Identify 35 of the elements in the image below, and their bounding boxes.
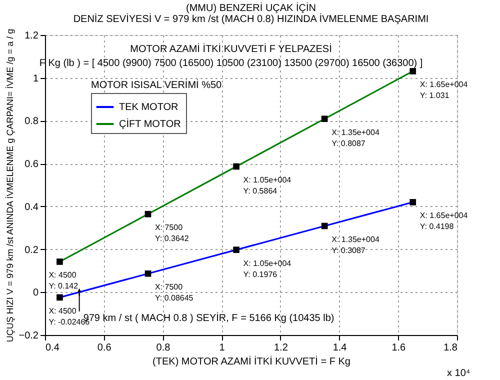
x-tick-label: 1.6	[392, 342, 406, 354]
annotation: MOTOR ISISAL VERİMİ %50	[91, 79, 222, 91]
x-tick-label: 1	[219, 342, 226, 354]
annotation: X: 7500 Y: 0.3642	[155, 223, 190, 244]
annotation: X: 1.05e+004 Y: 0.5864	[243, 175, 292, 196]
annotation: X: 7500 Y: 0.08645	[155, 282, 194, 303]
legend-label: ÇİFT MOTOR	[119, 118, 181, 130]
y-tick-label: 0	[32, 288, 39, 299]
annotation: X: 4500 Y: 0.142	[48, 270, 79, 291]
legend-label: TEK MOTOR	[119, 102, 178, 113]
chart-title: (MMU) BENZERİ UÇAK İÇİN	[186, 2, 316, 14]
y-tick-label: 0.8	[24, 116, 39, 128]
y-tick-label: 0.6	[24, 159, 39, 170]
text: x 10⁴	[447, 368, 470, 379]
chart-subtitle: DENİZ SEVİYESİ V = 979 km /st (MACH 0.8) HIZINDA İVMELENME BAŞARIMI	[73, 12, 429, 25]
annotation: X: 1.35e+004 Y: 0.3087	[332, 234, 380, 255]
x-tick-label: 1.8	[444, 342, 458, 354]
annotation: X: 1.65e+004 Y: 1.031	[420, 80, 468, 100]
annotation: F Kg (lb ) = [ 4500 (9900) 7500 (16500) 10500 (23100) 13500 (29700) 16500 (36300) ]	[39, 58, 423, 69]
x-tick-label: 0.8	[156, 342, 171, 354]
y-axis-title: UÇUŞ HIZI V = 979 km /st ANINDA İVMELENME g ÇARPANI= İVME /g = a / g	[4, 28, 15, 342]
y-tick-label: 1	[32, 73, 39, 84]
y-tick-label: −0.2	[18, 330, 39, 342]
x-tick-label: 1.2	[274, 342, 288, 354]
x-tick-label: 0.4	[46, 342, 60, 354]
annotation: X: 1.35e+004 Y: 0.8087	[332, 128, 380, 148]
annotation: MOTOR AZAMİ İTKİ KUVVETİ F YELPAZESİ	[130, 43, 332, 55]
annotation: X: 1.05e+004 Y: 0.1976	[243, 258, 292, 279]
y-tick-label: 0.2	[24, 244, 39, 256]
x-axis-title: (TEK) MOTOR AZAMİ İTKİ KUVVETİ = F Kg	[152, 356, 350, 368]
y-tick-label: 0.4	[24, 202, 39, 213]
x-tick-label: 1.4	[332, 342, 348, 354]
y-tick-label: 1.2	[24, 30, 39, 42]
x-tick-label: 0.6	[97, 342, 112, 354]
annotation: X: 1.65e+004 Y: 0.4198	[420, 211, 468, 232]
